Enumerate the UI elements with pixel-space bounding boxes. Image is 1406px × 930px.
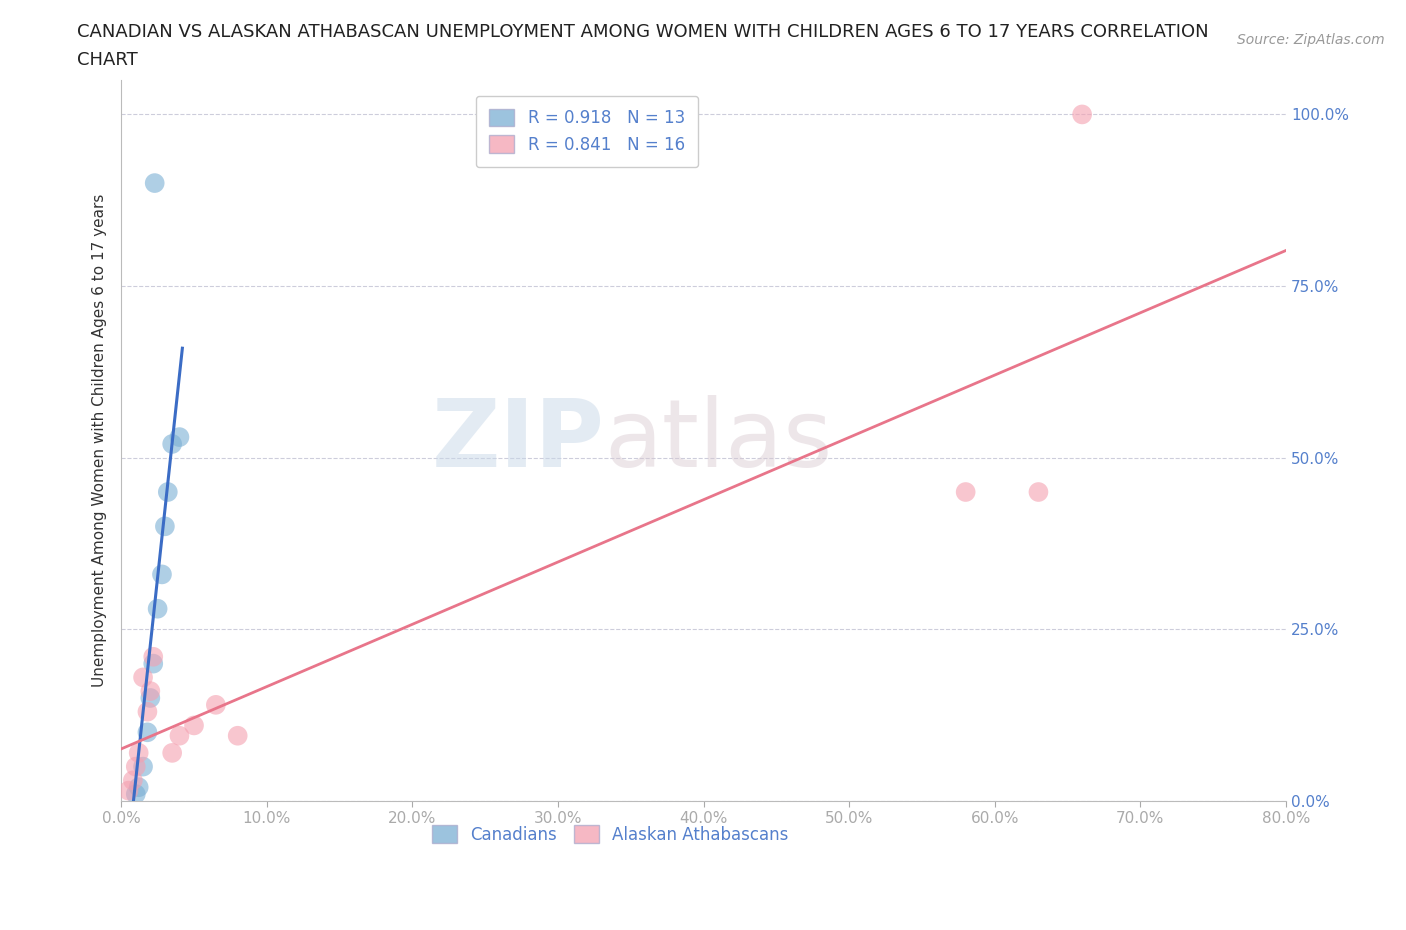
Point <box>132 759 155 774</box>
Point <box>160 746 183 761</box>
Point <box>139 684 162 698</box>
Point <box>117 783 139 798</box>
Text: atlas: atlas <box>605 394 832 486</box>
Legend: Canadians, Alaskan Athabascans: Canadians, Alaskan Athabascans <box>426 818 796 850</box>
Point <box>136 724 159 739</box>
Point <box>146 602 169 617</box>
Point <box>121 773 143 788</box>
Point <box>169 728 191 743</box>
Point <box>136 704 159 719</box>
Point <box>226 728 249 743</box>
Y-axis label: Unemployment Among Women with Children Ages 6 to 17 years: Unemployment Among Women with Children A… <box>93 193 107 687</box>
Point <box>205 698 228 712</box>
Point <box>125 787 148 802</box>
Point <box>150 567 173 582</box>
Point <box>955 485 977 499</box>
Point <box>142 649 165 664</box>
Text: ZIP: ZIP <box>432 394 605 486</box>
Point <box>183 718 205 733</box>
Point <box>160 436 183 451</box>
Text: Source: ZipAtlas.com: Source: ZipAtlas.com <box>1237 33 1385 46</box>
Point <box>169 430 191 445</box>
Point <box>125 759 148 774</box>
Point <box>142 657 165 671</box>
Point <box>1028 485 1050 499</box>
Point <box>128 746 150 761</box>
Point <box>132 670 155 684</box>
Text: CHART: CHART <box>77 51 138 69</box>
Point <box>143 176 166 191</box>
Point <box>153 519 176 534</box>
Text: CANADIAN VS ALASKAN ATHABASCAN UNEMPLOYMENT AMONG WOMEN WITH CHILDREN AGES 6 TO : CANADIAN VS ALASKAN ATHABASCAN UNEMPLOYM… <box>77 23 1209 41</box>
Point <box>1071 107 1094 122</box>
Point <box>139 691 162 706</box>
Point <box>156 485 179 499</box>
Point <box>128 779 150 794</box>
